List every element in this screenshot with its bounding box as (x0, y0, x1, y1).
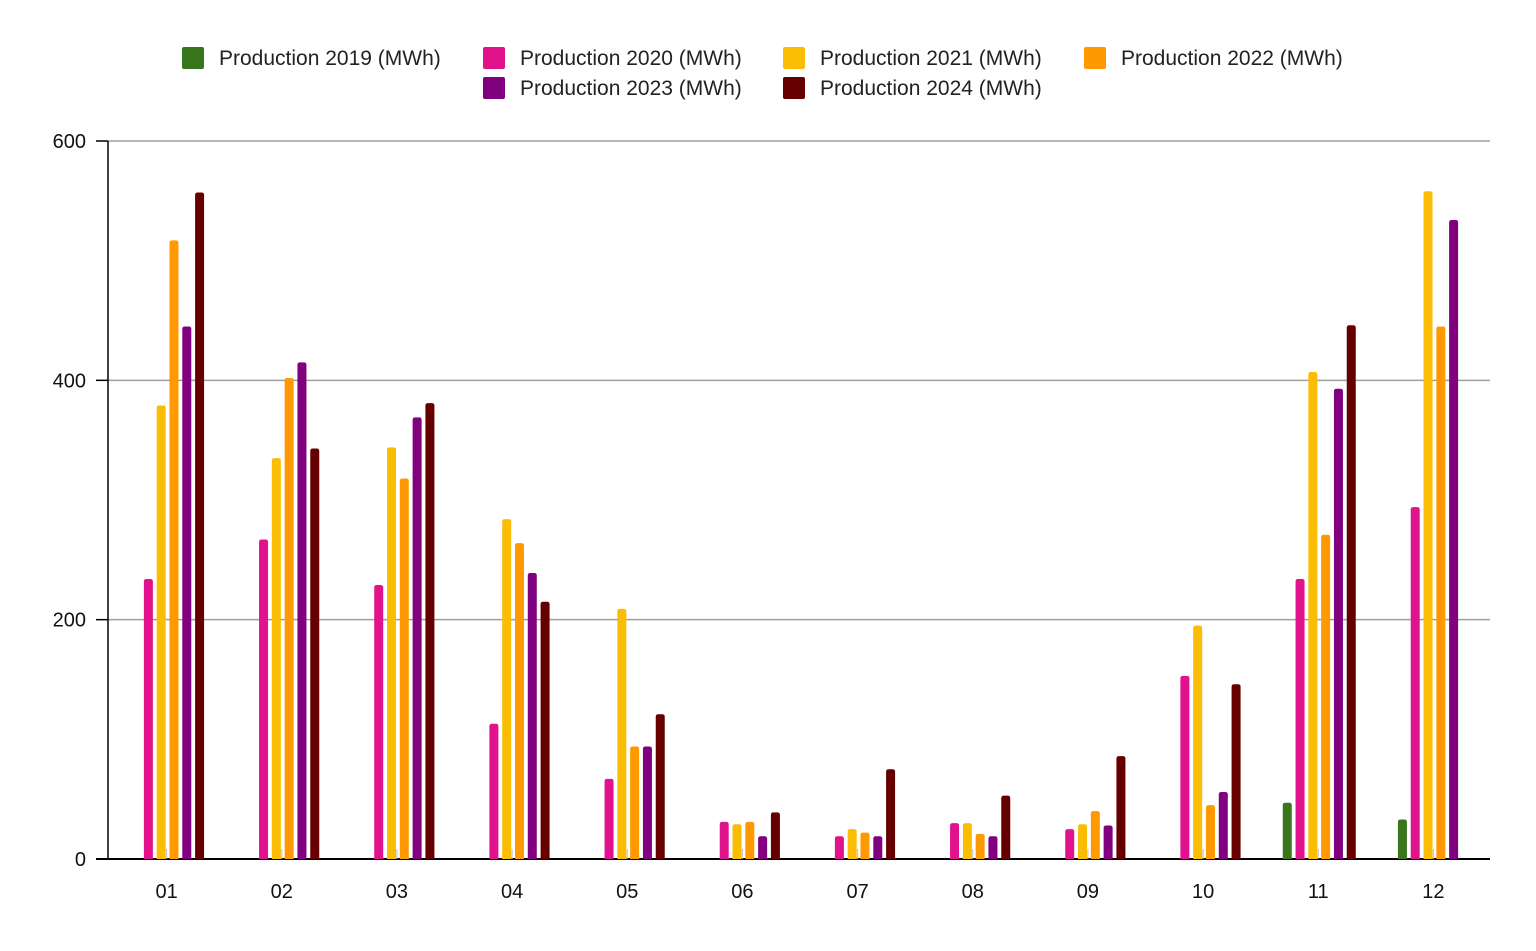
bar-10-series-5 (1231, 684, 1241, 859)
x-tick-label: 02 (271, 881, 293, 903)
bar-03-series-3 (399, 478, 409, 859)
bar-07-series-3 (860, 832, 870, 859)
bar-10-series-4 (1218, 791, 1228, 859)
x-tick-label: 03 (386, 881, 408, 903)
x-tick-labels: 01 02 03 04 05 06 07 08 09 10 11 12 (155, 881, 1444, 903)
bar-10-series-1 (1180, 675, 1190, 859)
y-tick-label: 600 (53, 131, 86, 153)
bar-11-series-0 (1282, 802, 1292, 859)
legend-swatch (483, 47, 505, 69)
x-tick-label: 12 (1422, 881, 1444, 903)
bar-02-series-5 (310, 448, 320, 859)
legend-swatch (783, 77, 805, 99)
bar-09-series-4 (1103, 825, 1113, 859)
bar-06-series-4 (758, 836, 768, 859)
bar-10-series-3 (1205, 805, 1215, 859)
bar-06-series-1 (719, 821, 729, 859)
bar-08-series-5 (1001, 795, 1011, 859)
bar-01-series-2 (156, 405, 166, 859)
bar-12-series-2 (1423, 191, 1433, 859)
y-tick-label: 200 (53, 610, 86, 632)
bar-02-series-4 (297, 362, 307, 859)
bar-05-series-5 (655, 714, 665, 859)
y-tick-label: 0 (75, 849, 86, 871)
x-tick-label: 01 (155, 881, 177, 903)
bar-08-series-4 (988, 836, 998, 859)
bar-08-series-3 (975, 833, 985, 859)
bar-04-series-5 (540, 601, 550, 859)
bar-04-series-2 (502, 519, 512, 859)
legend-swatch (1084, 47, 1106, 69)
bar-04-series-3 (514, 543, 524, 859)
y-tick-labels: 0 200 400 600 (53, 131, 86, 871)
bar-07-series-5 (886, 769, 896, 859)
bar-02-series-1 (259, 539, 269, 859)
legend-swatch (182, 47, 204, 69)
bar-01-series-1 (143, 578, 153, 859)
y-tick-label: 400 (53, 370, 86, 392)
bar-02-series-2 (271, 458, 281, 859)
x-tick-label: 09 (1077, 881, 1099, 903)
bar-03-series-4 (412, 417, 422, 859)
bar-03-series-5 (425, 403, 435, 859)
bar-09-series-5 (1116, 756, 1126, 859)
bar-01-series-4 (182, 326, 192, 859)
bar-02-series-3 (284, 377, 294, 859)
x-tick-label: 06 (731, 881, 753, 903)
x-tick-label: 04 (501, 881, 523, 903)
bar-08-series-2 (962, 823, 972, 859)
x-tick-label: 07 (846, 881, 868, 903)
bar-06-series-2 (732, 824, 742, 859)
bar-12-series-4 (1449, 219, 1459, 860)
gridlines (108, 140, 1490, 621)
bar-09-series-1 (1065, 829, 1075, 859)
bar-07-series-1 (834, 836, 844, 859)
legend-label: Production 2024 (MWh) (820, 77, 1042, 100)
bars (143, 191, 1459, 860)
legend-label: Production 2020 (MWh) (520, 47, 742, 70)
bar-05-series-4 (642, 746, 652, 859)
x-tick-label: 08 (962, 881, 984, 903)
bar-11-series-2 (1308, 371, 1318, 859)
bar-11-series-3 (1321, 534, 1331, 859)
bar-04-series-4 (527, 572, 537, 859)
x-tick-label: 10 (1192, 881, 1214, 903)
bar-12-series-3 (1436, 326, 1446, 859)
bar-10-series-2 (1193, 625, 1203, 859)
legend: Production 2019 (MWh) Production 2020 (MW… (182, 47, 1343, 100)
bar-05-series-1 (604, 778, 614, 859)
legend-label: Production 2023 (MWh) (520, 77, 742, 100)
bar-05-series-3 (630, 746, 640, 859)
axes (96, 140, 1490, 860)
legend-swatch (483, 77, 505, 99)
bar-11-series-5 (1346, 325, 1356, 860)
bar-12-series-0 (1397, 819, 1407, 859)
x-tick-label: 11 (1308, 881, 1329, 903)
legend-label: Production 2022 (MWh) (1121, 47, 1343, 70)
bar-11-series-1 (1295, 578, 1305, 859)
bar-03-series-2 (387, 447, 397, 859)
bar-07-series-2 (847, 829, 857, 859)
legend-label: Production 2019 (MWh) (219, 47, 441, 70)
x-tick-label: 05 (616, 881, 638, 903)
bar-07-series-4 (873, 836, 883, 859)
bar-08-series-1 (950, 823, 960, 859)
bar-05-series-2 (617, 608, 627, 859)
bar-06-series-5 (770, 812, 780, 859)
bar-09-series-2 (1078, 824, 1088, 859)
bar-04-series-1 (489, 723, 499, 859)
bar-01-series-3 (169, 240, 179, 859)
legend-swatch (783, 47, 805, 69)
bar-09-series-3 (1090, 811, 1100, 859)
bar-03-series-1 (374, 584, 384, 859)
bar-06-series-3 (745, 821, 755, 859)
bar-11-series-4 (1333, 388, 1343, 859)
bar-01-series-5 (195, 192, 205, 859)
bar-12-series-1 (1410, 507, 1420, 859)
legend-label: Production 2021 (MWh) (820, 47, 1042, 70)
